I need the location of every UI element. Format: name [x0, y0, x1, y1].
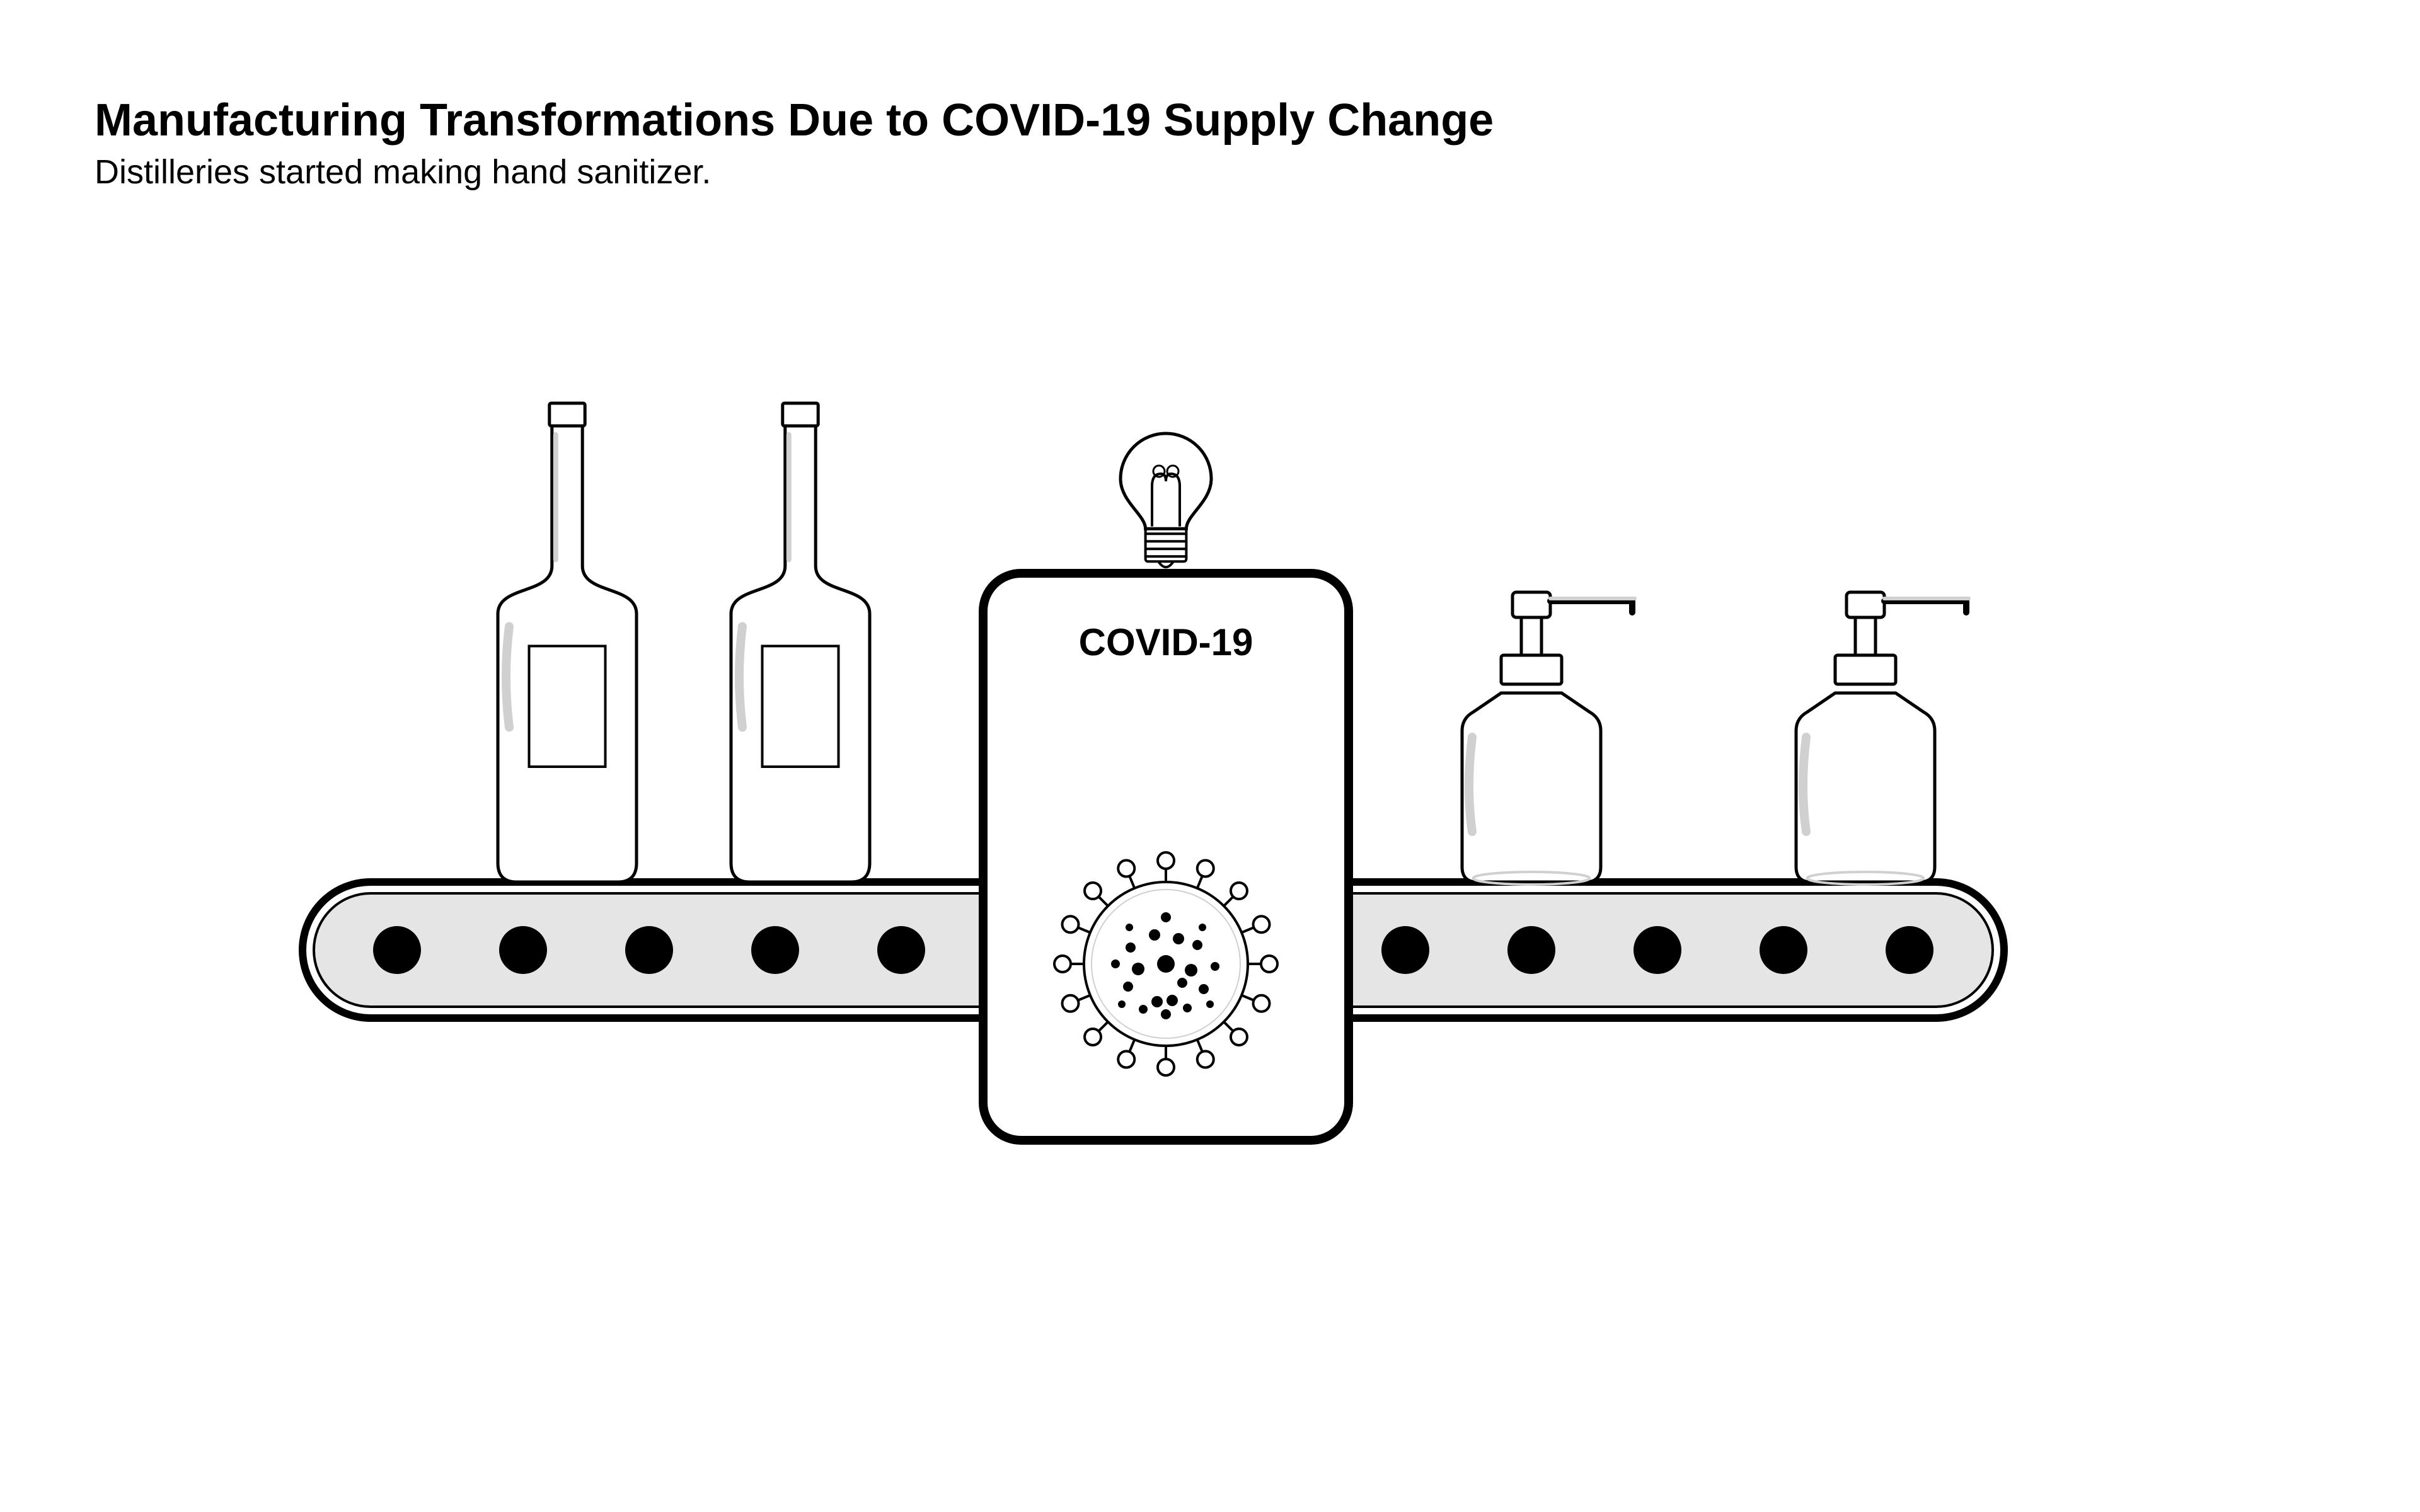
sanitizer-bottle-icon — [1796, 592, 1969, 885]
machine-label: COVID-19 — [1079, 621, 1253, 663]
virus-icon — [1054, 852, 1277, 1075]
sanitizer-bottles-group — [1462, 592, 1969, 885]
lightbulb-icon — [1121, 433, 1211, 567]
covid-machine: COVID-19 — [983, 433, 1349, 1140]
wine-bottles-group — [498, 403, 870, 882]
sanitizer-bottle-icon — [1462, 592, 1635, 885]
infographic-scene: COVID-19 — [0, 0, 2420, 1512]
wine-bottle-icon — [498, 403, 637, 882]
wine-bottle-icon — [731, 403, 870, 882]
